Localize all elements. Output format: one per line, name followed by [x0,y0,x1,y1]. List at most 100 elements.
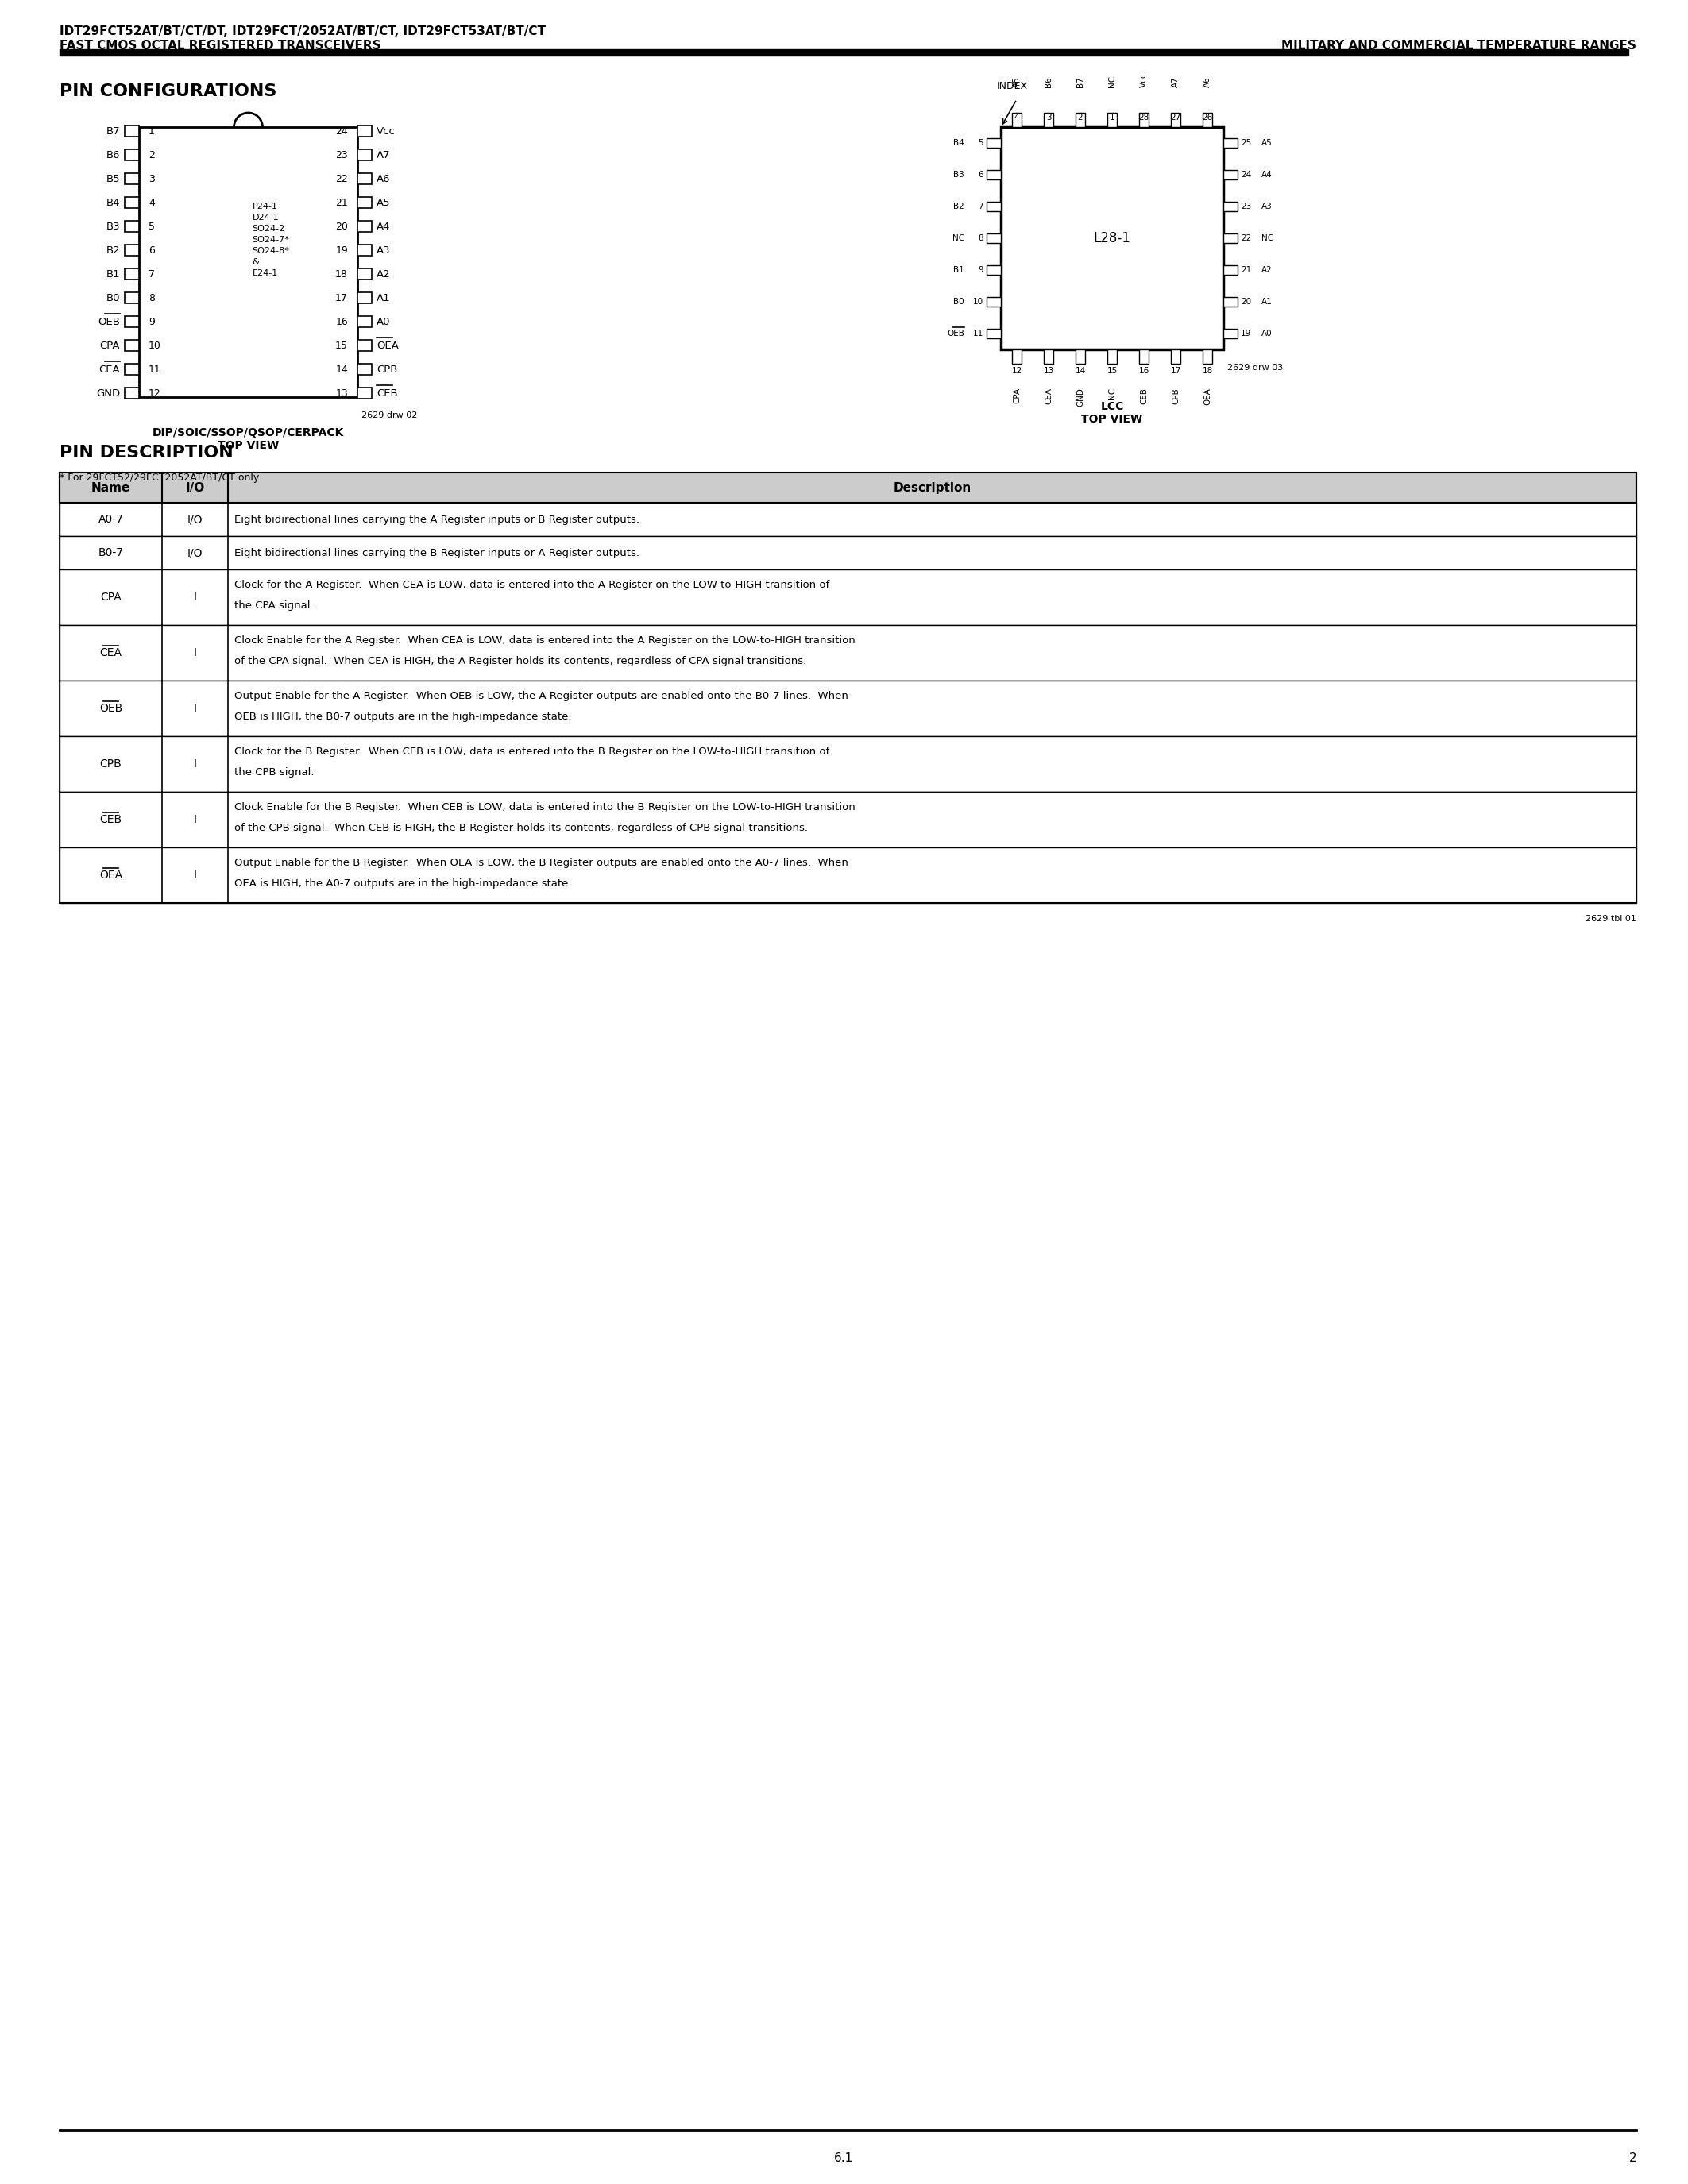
Text: CPA: CPA [1013,387,1021,404]
Text: A3: A3 [376,245,390,256]
Text: 27: 27 [1170,114,1182,122]
Text: MILITARY AND COMMERCIAL TEMPERATURE RANGES: MILITARY AND COMMERCIAL TEMPERATURE RANG… [1281,39,1636,52]
Bar [1139,114,1148,127]
Bar [1224,264,1237,275]
Text: Eight bidirectional lines carrying the B Register inputs or A Register outputs.: Eight bidirectional lines carrying the B… [235,548,640,557]
Text: 2629 drw 03: 2629 drw 03 [1227,365,1283,371]
Text: IDT29FCT52AT/BT/CT/DT, IDT29FCT/2052AT/BT/CT, IDT29FCT53AT/BT/CT: IDT29FCT52AT/BT/CT/DT, IDT29FCT/2052AT/B… [59,26,545,37]
Text: OEB: OEB [98,317,120,328]
Text: 12: 12 [149,389,160,397]
Text: 5: 5 [149,221,155,232]
Text: 20: 20 [1241,297,1251,306]
Text: 24: 24 [1241,170,1251,179]
Text: Description: Description [893,483,971,494]
Text: 10: 10 [149,341,160,352]
Bar [1224,201,1237,212]
Text: CEB: CEB [1139,387,1148,404]
Bar [1224,170,1237,179]
Bar [358,341,371,352]
Text: 21: 21 [336,197,348,207]
Text: INDEX: INDEX [998,81,1028,92]
Text: NC: NC [1107,387,1116,400]
Text: 17: 17 [336,293,348,304]
Bar [986,297,1001,306]
Bar [1013,349,1021,365]
Text: 10: 10 [972,297,984,306]
Bar [1171,349,1180,365]
Bar [1001,127,1224,349]
Text: A7: A7 [1171,76,1180,87]
Text: Clock Enable for the B Register.  When CEB is LOW, data is entered into the B Re: Clock Enable for the B Register. When CE… [235,802,856,812]
Text: GND: GND [96,389,120,397]
Text: 2: 2 [149,151,155,159]
Bar [1224,234,1237,242]
Text: NC: NC [1107,76,1116,87]
Bar [358,245,371,256]
Bar [986,201,1001,212]
Bar [1224,330,1237,339]
Bar [125,269,138,280]
Bar [125,317,138,328]
Text: 1: 1 [1109,114,1114,122]
Text: OEB: OEB [947,330,964,339]
Text: CPA: CPA [100,592,122,603]
Text: PIN CONFIGURATIONS: PIN CONFIGURATIONS [59,83,277,98]
Bar [1043,349,1053,365]
Text: 6.1: 6.1 [834,2151,852,2164]
Bar [358,293,371,304]
Bar [59,847,1636,902]
Text: B7: B7 [1077,76,1084,87]
Text: 22: 22 [1241,234,1251,242]
Text: 15: 15 [336,341,348,352]
Text: A3: A3 [1261,203,1273,210]
Text: I/O: I/O [187,513,203,524]
Bar [358,173,371,183]
Text: A1: A1 [1261,297,1273,306]
Text: CEB: CEB [376,389,398,397]
Text: CPB: CPB [376,365,397,373]
Text: A0: A0 [1261,330,1273,339]
Text: A2: A2 [1261,266,1273,273]
Text: 17: 17 [1170,367,1182,376]
Text: Output Enable for the A Register.  When OEB is LOW, the A Register outputs are e: Output Enable for the A Register. When O… [235,690,849,701]
Text: B5: B5 [106,173,120,183]
Text: 23: 23 [1241,203,1251,210]
Text: NC: NC [952,234,964,242]
Text: A6: A6 [1204,76,1212,87]
Text: I/O: I/O [187,548,203,559]
Text: B3: B3 [954,170,964,179]
Text: B6: B6 [106,151,120,159]
Text: A5: A5 [1261,140,1273,146]
Bar [1202,349,1212,365]
Text: CEA: CEA [100,646,122,657]
Text: 11: 11 [149,365,160,373]
Text: 16: 16 [1139,367,1150,376]
Text: CEA: CEA [100,365,120,373]
Text: 18: 18 [336,269,348,280]
Text: 5: 5 [977,140,984,146]
Text: A5: A5 [376,197,390,207]
Text: A4: A4 [1261,170,1273,179]
Text: 8: 8 [149,293,155,304]
Bar [125,245,138,256]
Text: CPB: CPB [1171,387,1180,404]
Bar [1013,114,1021,127]
Text: PIN DESCRIPTION: PIN DESCRIPTION [59,446,233,461]
Bar [358,221,371,232]
Bar [59,736,1636,793]
Text: 12: 12 [1011,367,1021,376]
Bar [125,387,138,400]
Text: A2: A2 [376,269,390,280]
Bar [358,269,371,280]
Text: 20: 20 [336,221,348,232]
Bar [1224,297,1237,306]
Text: A1: A1 [376,293,390,304]
Text: 18: 18 [1202,367,1212,376]
Text: 28: 28 [1139,114,1150,122]
Text: 19: 19 [336,245,348,256]
Text: OEA: OEA [1204,387,1212,404]
Text: Name: Name [91,483,130,494]
Text: B1: B1 [954,266,964,273]
Bar [1107,349,1117,365]
Text: 9: 9 [977,266,984,273]
